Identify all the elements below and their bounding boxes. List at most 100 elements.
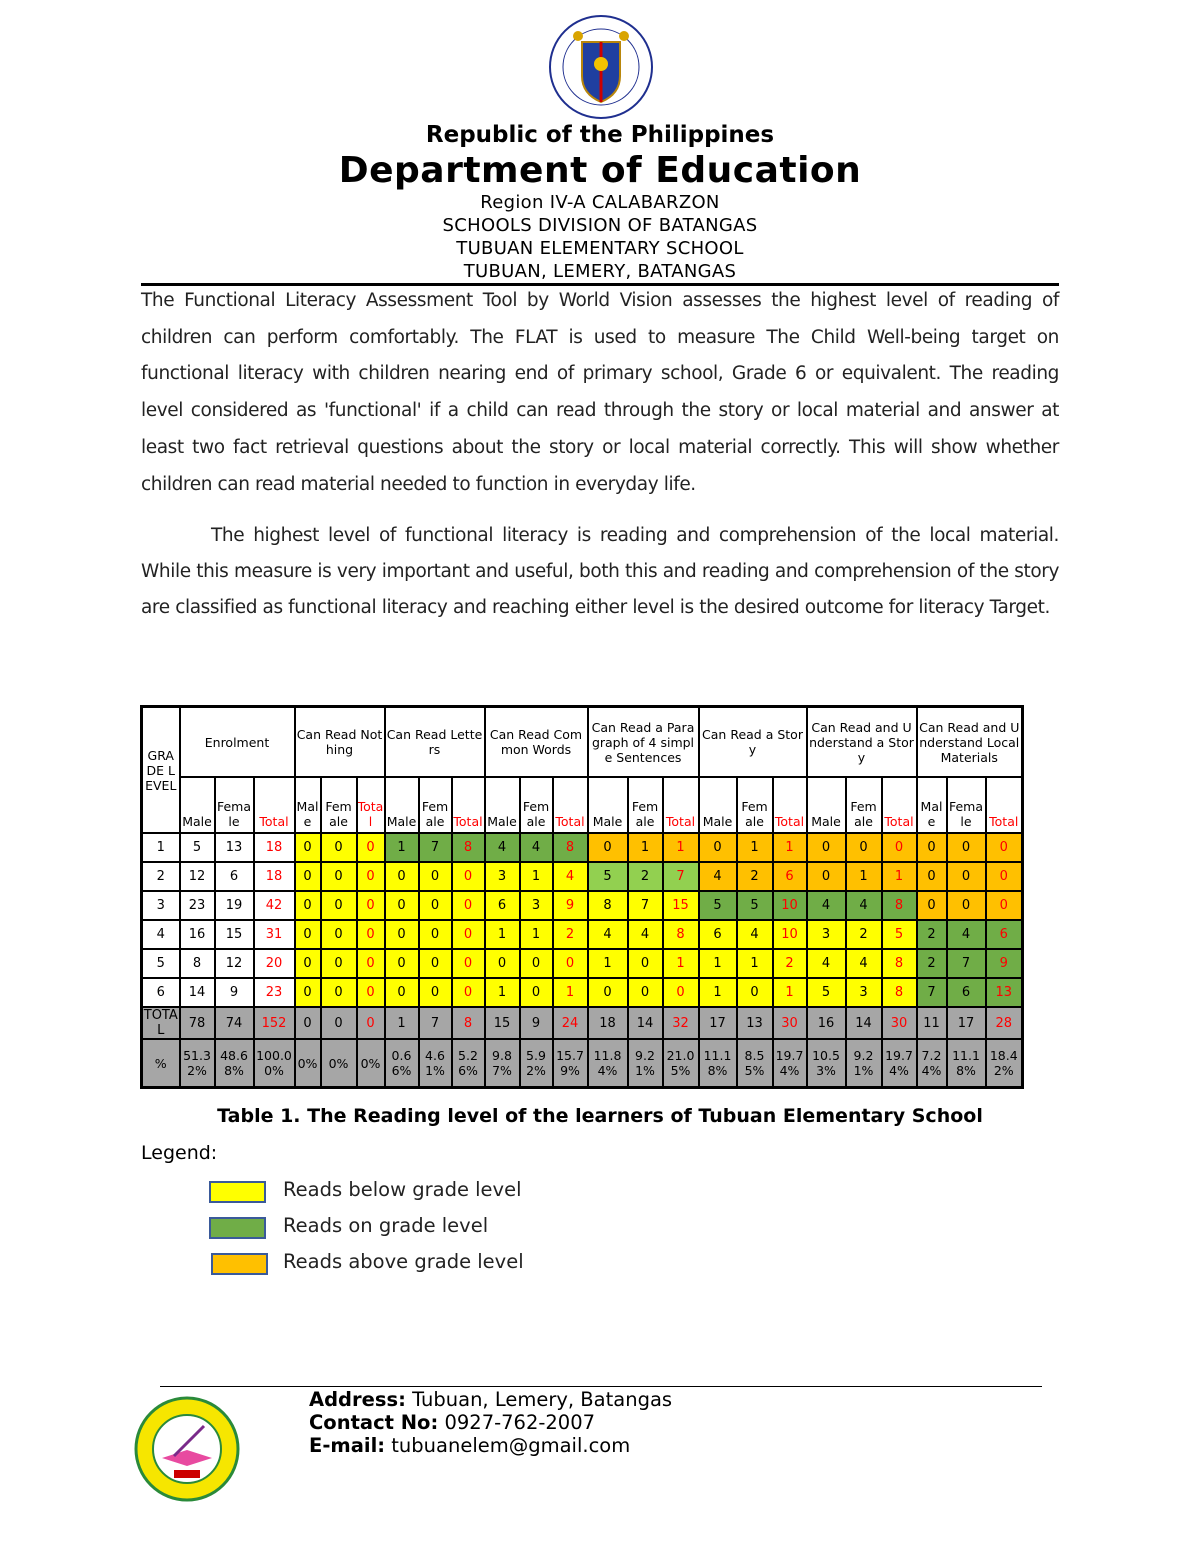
value-cell: 0 <box>984 861 1024 892</box>
percent-cell: 8.55% <box>735 1038 774 1089</box>
value-cell: 2 <box>771 948 808 979</box>
sub-header: Total <box>551 776 589 834</box>
total-cell: 152 <box>252 1006 296 1040</box>
value-cell: 8 <box>661 919 700 950</box>
value-cell: 15 <box>213 919 255 950</box>
sub-header: Female <box>213 776 255 834</box>
value-cell: 42 <box>252 890 296 921</box>
percent-cell: 100.00% <box>252 1038 296 1089</box>
table-row: 1 5 13 18 0 0 0 1 7 8 4 4 8 0 1 1 0 1 1 0 0 0 0 0 0 <box>140 832 1024 863</box>
value-cell: 3 <box>483 861 521 892</box>
value-cell: 6 <box>483 890 521 921</box>
sub-header: Female <box>945 776 987 834</box>
header-divider <box>141 283 1059 286</box>
value-cell: 1 <box>880 861 918 892</box>
value-cell: 16 <box>178 919 216 950</box>
sub-header: Female <box>626 776 664 834</box>
total-cell: 9 <box>518 1006 554 1040</box>
value-cell: 1 <box>735 832 774 863</box>
percent-cell: 7.24% <box>915 1038 948 1089</box>
value-cell: 0 <box>319 890 358 921</box>
value-cell: 1 <box>518 919 554 950</box>
value-cell: 5 <box>586 861 629 892</box>
group-header: Can Read a Paragraph of 4 simple Sentenc… <box>586 705 700 778</box>
value-cell: 0 <box>355 861 386 892</box>
value-cell: 0 <box>450 919 486 950</box>
value-cell: 8 <box>880 977 918 1008</box>
grade-cell: 6 <box>140 977 181 1008</box>
value-cell: 14 <box>178 977 216 1008</box>
legend-label: Reads below grade level <box>283 1178 522 1201</box>
value-cell: 0 <box>915 832 948 863</box>
value-cell: 0 <box>450 977 486 1008</box>
value-cell: 0 <box>984 890 1024 921</box>
footer-address: Address: Tubuan, Lemery, Batangas <box>309 1388 672 1411</box>
percent-label: % <box>140 1038 181 1089</box>
sub-header: Male <box>178 776 216 834</box>
value-cell: 0 <box>319 861 358 892</box>
value-cell: 1 <box>383 832 420 863</box>
value-cell: 0 <box>417 948 453 979</box>
deped-seal-logo <box>549 15 653 119</box>
value-cell: 0 <box>735 977 774 1008</box>
group-header: Can Read Nothing <box>293 705 386 778</box>
total-cell: 14 <box>844 1006 883 1040</box>
value-cell: 0 <box>355 977 386 1008</box>
legend-swatch <box>211 1253 268 1275</box>
total-cell: 78 <box>178 1006 216 1040</box>
value-cell: 23 <box>178 890 216 921</box>
value-cell: 0 <box>945 832 987 863</box>
value-cell: 4 <box>483 832 521 863</box>
sub-header: Male <box>293 776 322 834</box>
value-cell: 0 <box>984 832 1024 863</box>
header-division: SCHOOLS DIVISION OF BATANGAS <box>442 215 758 236</box>
total-cell: 74 <box>213 1006 255 1040</box>
value-cell: 0 <box>355 919 386 950</box>
value-cell: 4 <box>626 919 664 950</box>
value-cell: 0 <box>945 861 987 892</box>
value-cell: 9 <box>984 948 1024 979</box>
value-cell: 0 <box>915 861 948 892</box>
table-row: 6 14 9 23 0 0 0 0 0 0 1 0 1 0 0 0 1 0 1 5 3 8 7 6 13 <box>140 977 1024 1008</box>
value-cell: 0 <box>551 948 589 979</box>
value-cell: 0 <box>355 948 386 979</box>
sub-header: Total <box>984 776 1024 834</box>
value-cell: 4 <box>697 861 738 892</box>
sub-header: Male <box>805 776 847 834</box>
value-cell: 1 <box>626 832 664 863</box>
value-cell: 7 <box>915 977 948 1008</box>
value-cell: 0 <box>483 948 521 979</box>
grade-cell: 3 <box>140 890 181 921</box>
value-cell: 0 <box>319 977 358 1008</box>
value-cell: 0 <box>661 977 700 1008</box>
percent-cell: 4.61% <box>417 1038 453 1089</box>
total-cell: 7 <box>417 1006 453 1040</box>
header-department: Department of Education <box>338 150 862 191</box>
value-cell: 0 <box>697 832 738 863</box>
value-cell: 0 <box>844 832 883 863</box>
value-cell: 1 <box>771 832 808 863</box>
value-cell: 1 <box>586 948 629 979</box>
value-cell: 6 <box>984 919 1024 950</box>
email-label: E-mail: <box>309 1434 386 1457</box>
value-cell: 18 <box>252 861 296 892</box>
value-cell: 0 <box>518 977 554 1008</box>
email-value[interactable]: tubuanelem@gmail.com <box>391 1434 631 1457</box>
group-header: Can Read Letters <box>383 705 486 778</box>
value-cell: 5 <box>805 977 847 1008</box>
value-cell: 31 <box>252 919 296 950</box>
value-cell: 0 <box>293 977 322 1008</box>
value-cell: 0 <box>383 919 420 950</box>
value-cell: 8 <box>450 832 486 863</box>
value-cell: 8 <box>586 890 629 921</box>
value-cell: 19 <box>213 890 255 921</box>
value-cell: 9 <box>213 977 255 1008</box>
value-cell: 1 <box>483 919 521 950</box>
sub-header: Total <box>771 776 808 834</box>
value-cell: 8 <box>178 948 216 979</box>
sub-header: Total <box>661 776 700 834</box>
value-cell: 4 <box>844 890 883 921</box>
value-cell: 0 <box>355 890 386 921</box>
percent-cell: 9.21% <box>844 1038 883 1089</box>
value-cell: 7 <box>945 948 987 979</box>
